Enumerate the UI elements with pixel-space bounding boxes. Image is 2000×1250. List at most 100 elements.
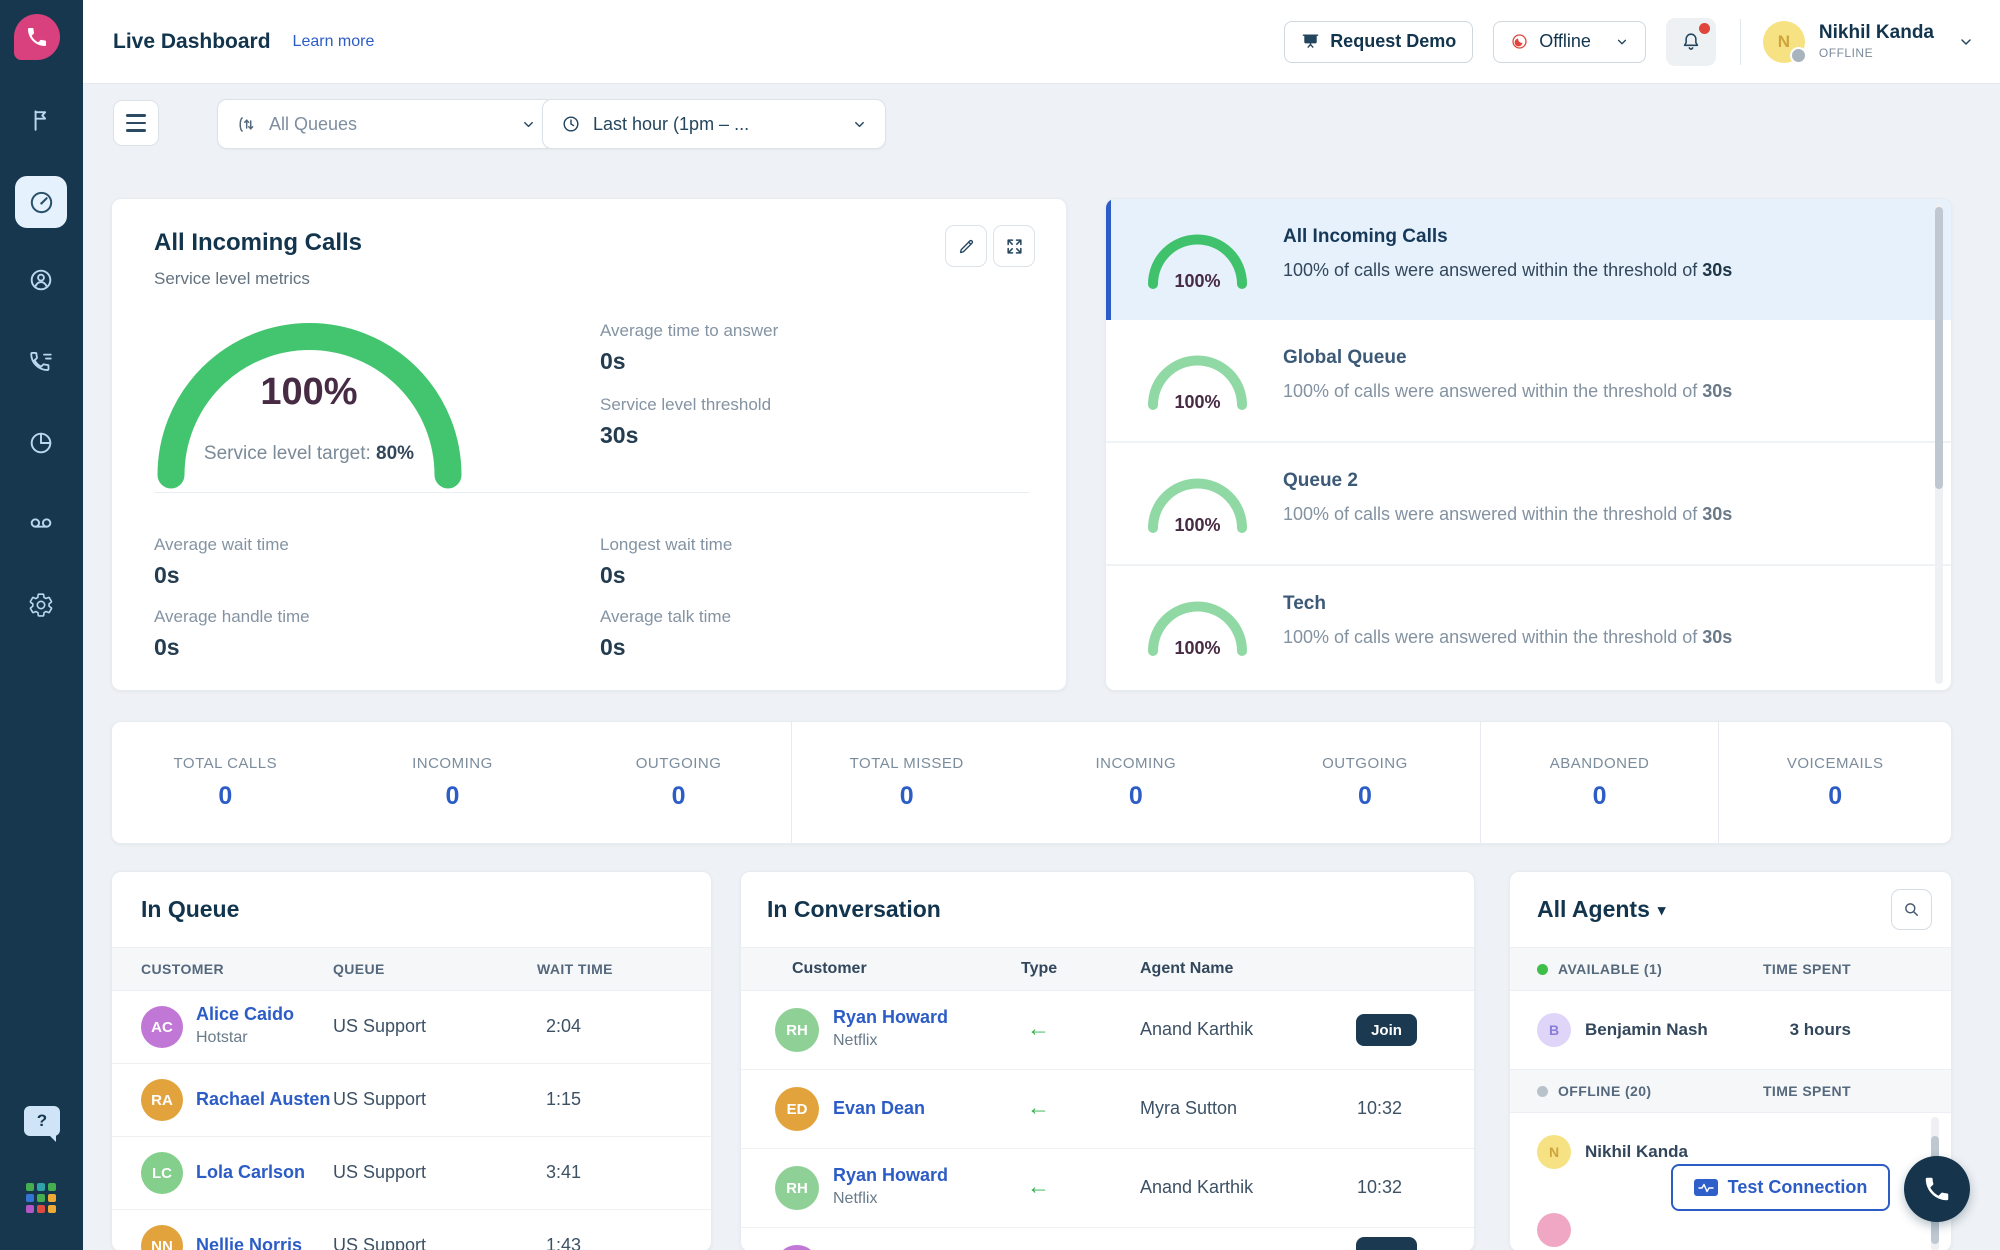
queue-list-item-queue-2[interactable]: 100% Queue 2 100% of calls were answered… bbox=[1106, 443, 1951, 566]
user-status-dot bbox=[1789, 46, 1807, 64]
join-call-button[interactable] bbox=[1356, 1237, 1417, 1250]
connection-monitor-icon bbox=[1693, 1179, 1718, 1196]
learn-more-link[interactable]: Learn more bbox=[292, 32, 375, 50]
queue-filter-dropdown[interactable]: All Queues bbox=[217, 99, 555, 149]
in-queue-header: CUSTOMER QUEUE WAIT TIME bbox=[112, 947, 711, 991]
col-type: Type bbox=[1021, 960, 1058, 977]
call-stats-bar: TOTAL CALLS 0 INCOMING 0 OUTGOING 0 TOTAL M… bbox=[111, 721, 1952, 844]
customer-link[interactable]: Ryan Howard bbox=[833, 1007, 949, 1027]
customer-link[interactable]: Ryan Howard bbox=[833, 1165, 949, 1185]
avatar: AC bbox=[141, 1006, 183, 1048]
customer-company: Netflix bbox=[833, 1032, 878, 1049]
stat-abandoned: ABANDONED 0 bbox=[1479, 722, 1719, 843]
customer-link[interactable]: Rachael Austen bbox=[196, 1089, 331, 1109]
avatar: RH bbox=[775, 1008, 819, 1052]
avg-wait-time: Average wait time 0s bbox=[154, 535, 289, 588]
phone-icon bbox=[1922, 1174, 1952, 1204]
customer-link[interactable]: Lola Carlson bbox=[196, 1162, 306, 1182]
presence-status-dropdown[interactable]: Offline bbox=[1493, 20, 1646, 63]
request-demo-button[interactable]: Request Demo bbox=[1284, 20, 1474, 63]
stat-incoming: INCOMING 0 bbox=[412, 754, 493, 810]
sidebar-item-voicemail[interactable] bbox=[15, 497, 67, 549]
customer-link[interactable]: Alice Caido bbox=[196, 1004, 295, 1024]
incoming-call-arrow-icon: ← bbox=[1027, 1094, 1050, 1120]
sidebar-item-live-dashboard[interactable] bbox=[15, 176, 67, 228]
app-switcher-button[interactable] bbox=[26, 1183, 58, 1213]
sidebar-item-contacts[interactable] bbox=[15, 254, 67, 306]
sidebar-item-settings[interactable] bbox=[15, 579, 67, 631]
in-conversation-row: RH Ryan Howard Netflix ← Anand Karthik 1… bbox=[741, 1149, 1474, 1228]
stat-missed-incoming: INCOMING 0 bbox=[1095, 754, 1177, 810]
incoming-call-arrow-icon: ← bbox=[1027, 1173, 1050, 1199]
in-conversation-panel: In Conversation Customer Type Agent Name… bbox=[740, 871, 1475, 1250]
in-queue-row: AC Alice Caido Hotstar US Support 2:04 bbox=[112, 991, 711, 1064]
in-queue-panel: In Queue CUSTOMER QUEUE WAIT TIME AC Ali… bbox=[111, 871, 712, 1250]
col-agent-name: Agent Name bbox=[1140, 960, 1234, 977]
mini-gauge: 100% bbox=[1144, 228, 1251, 291]
in-conversation-row bbox=[741, 1228, 1474, 1250]
sidebar-item-reports[interactable] bbox=[15, 417, 67, 469]
col-queue: QUEUE bbox=[333, 961, 385, 977]
in-conversation-row: ED Evan Dean ← Myra Sutton 10:32 bbox=[741, 1070, 1474, 1149]
notifications-button[interactable] bbox=[1665, 17, 1716, 66]
queue-list-item-global-queue[interactable]: 100% Global Queue 100% of calls were ans… bbox=[1106, 320, 1951, 443]
avg-talk-time: Average talk time 0s bbox=[600, 607, 732, 660]
customer-link[interactable]: Nellie Norris bbox=[196, 1235, 303, 1250]
call-duration: 10:32 bbox=[1357, 1098, 1403, 1118]
user-name: Nikhil Kanda bbox=[1818, 21, 1934, 43]
agents-header: All Agents ▾ bbox=[1510, 872, 1951, 947]
chevron-down-icon bbox=[521, 117, 536, 132]
pencil-icon bbox=[957, 237, 976, 256]
queue-list-item-all-incoming-calls[interactable]: 100% All Incoming Calls 100% of calls we… bbox=[1106, 199, 1951, 320]
longest-wait-time: Longest wait time 0s bbox=[600, 535, 733, 588]
mini-gauge: 100% bbox=[1144, 595, 1251, 658]
sidebar-item-announcements[interactable] bbox=[15, 94, 67, 146]
user-status-label: OFFLINE bbox=[1818, 46, 1874, 61]
queue-list-scrollbar[interactable] bbox=[1935, 203, 1943, 684]
test-connection-button[interactable]: Test Connection bbox=[1671, 1164, 1890, 1211]
flag-icon bbox=[28, 107, 54, 133]
avg-time-to-answer: Average time to answer 0s bbox=[600, 321, 779, 374]
time-range-dropdown[interactable]: Last hour (1pm – ... bbox=[542, 99, 886, 149]
in-queue-title: In Queue bbox=[141, 896, 240, 922]
card-subtitle: Service level metrics bbox=[154, 269, 310, 288]
phone-dialer-button[interactable] bbox=[1904, 1156, 1970, 1222]
avatar: RH bbox=[775, 1166, 819, 1210]
pie-chart-icon bbox=[28, 430, 54, 456]
agent-row: B Benjamin Nash 3 hours bbox=[1510, 991, 1951, 1069]
help-button[interactable]: ? bbox=[24, 1106, 60, 1142]
dashboard-menu-button[interactable] bbox=[113, 100, 159, 146]
queue-list-item-tech[interactable]: 100% Tech 100% of calls were answered wi… bbox=[1106, 566, 1951, 690]
chevron-down-icon bbox=[852, 117, 867, 132]
avg-handle-time: Average handle time 0s bbox=[154, 607, 310, 660]
col-customer: Customer bbox=[792, 960, 867, 977]
service-level-threshold: Service level threshold 30s bbox=[600, 395, 772, 448]
user-info: Nikhil Kanda OFFLINE bbox=[1818, 21, 1934, 61]
gauge-value: 100% bbox=[260, 371, 358, 413]
clock-icon bbox=[561, 114, 581, 134]
agents-filter-dropdown[interactable]: All Agents ▾ bbox=[1537, 896, 1666, 922]
service-level-gauge: 100% Service level target: 80% bbox=[154, 319, 464, 495]
user-avatar[interactable]: N bbox=[1762, 20, 1807, 64]
sidebar-item-call-metrics[interactable] bbox=[15, 336, 67, 388]
bell-icon bbox=[1680, 31, 1702, 53]
customer-company: Netflix bbox=[833, 1190, 878, 1207]
offline-moon-icon bbox=[1510, 32, 1529, 51]
avatar bbox=[1537, 1213, 1571, 1247]
avatar: LC bbox=[141, 1152, 183, 1194]
app-logo[interactable] bbox=[14, 14, 60, 60]
user-menu-chevron-icon[interactable] bbox=[1958, 34, 1974, 50]
page-title: Live Dashboard bbox=[113, 29, 271, 53]
phone-list-icon bbox=[28, 349, 54, 375]
customer-company: Hotstar bbox=[196, 1029, 248, 1046]
join-call-button[interactable]: Join bbox=[1356, 1014, 1417, 1046]
expand-widget-button[interactable] bbox=[993, 225, 1035, 267]
service-level-target: Service level target: 80% bbox=[203, 443, 415, 464]
in-conversation-header: Customer Type Agent Name bbox=[741, 947, 1474, 991]
service-level-card: All Incoming Calls Service level metrics… bbox=[111, 198, 1067, 691]
agent-search-button[interactable] bbox=[1891, 889, 1932, 930]
stat-missed-outgoing: OUTGOING 0 bbox=[1322, 754, 1408, 810]
dropdown-caret-icon: ▾ bbox=[1657, 901, 1666, 919]
edit-widget-button[interactable] bbox=[945, 225, 987, 267]
customer-link[interactable]: Evan Dean bbox=[833, 1098, 926, 1118]
